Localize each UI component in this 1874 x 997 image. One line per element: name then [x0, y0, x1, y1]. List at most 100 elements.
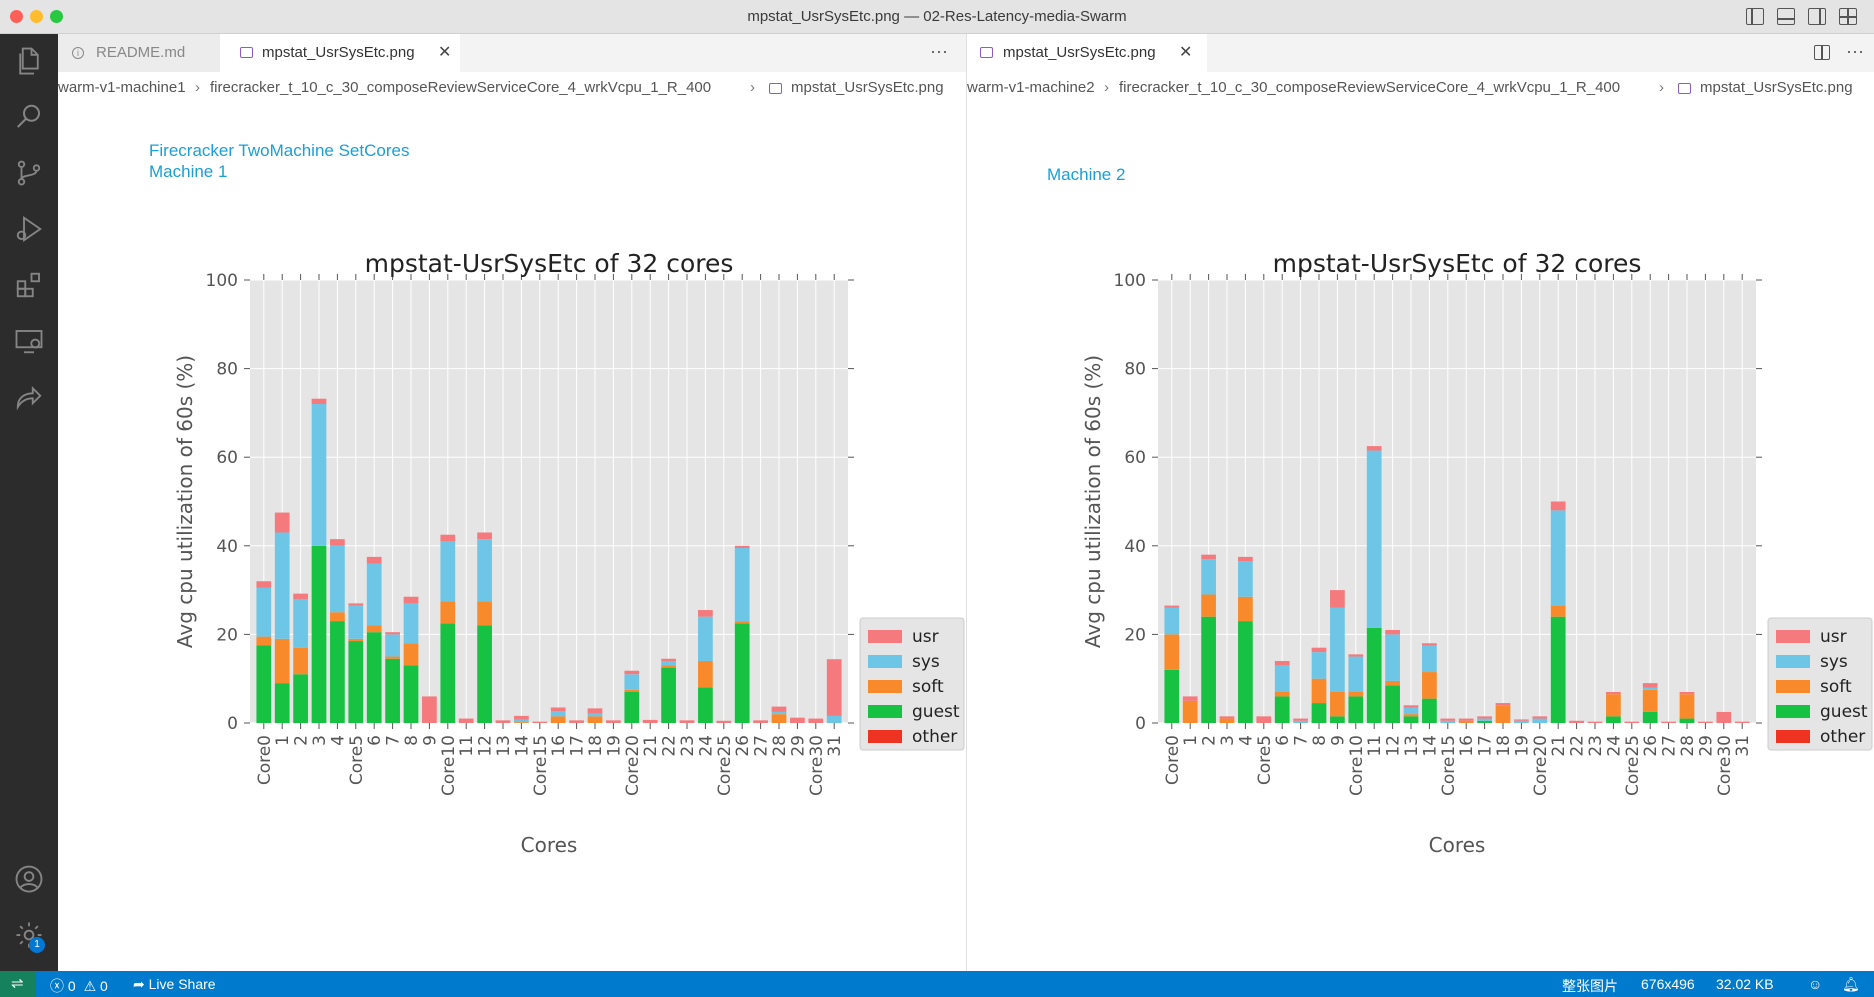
- close-icon[interactable]: ✕: [438, 44, 452, 61]
- x-tick-label: Core15: [1439, 735, 1459, 796]
- x-tick-label: 27: [1660, 735, 1680, 757]
- account-icon[interactable]: [14, 864, 44, 894]
- run-debug-icon[interactable]: [14, 214, 44, 244]
- bar-segment-usr: [330, 539, 345, 546]
- tab-readme[interactable]: i README.md: [58, 34, 220, 72]
- toggle-secondary-sidebar-icon[interactable]: [1808, 8, 1826, 25]
- editor-split-divider[interactable]: [966, 34, 967, 971]
- y-axis-label: Avg cpu utilization of 60s (%): [173, 355, 197, 648]
- x-tick-label: 12: [1384, 735, 1404, 757]
- search-icon[interactable]: [14, 102, 44, 132]
- bar-segment-guest: [1311, 703, 1327, 723]
- breadcrumb-folder[interactable]: firecracker_t_10_c_30_composeReviewServi…: [1119, 79, 1621, 96]
- split-editor-icon[interactable]: [1814, 45, 1830, 60]
- x-tick-label: Core0: [1163, 735, 1183, 785]
- bar-segment-sys: [348, 605, 364, 639]
- bar-segment-soft: [348, 638, 364, 642]
- y-tick-label: 40: [216, 537, 238, 557]
- extensions-icon[interactable]: [14, 270, 44, 300]
- x-tick-label: 1: [273, 735, 293, 746]
- bar-segment-guest: [1403, 716, 1419, 723]
- bar-segment-sys: [403, 603, 419, 644]
- bar-segment-sys: [477, 539, 492, 602]
- live-share-label: Live Share: [148, 976, 216, 992]
- image-dimensions: 676x496: [1641, 976, 1695, 992]
- close-window-button[interactable]: [10, 10, 23, 23]
- tab-mpstat-image[interactable]: mpstat_UsrSysEtc.png ✕: [967, 34, 1207, 72]
- bar-segment-usr: [679, 720, 695, 723]
- bar-segment-soft: [698, 660, 713, 688]
- bar-segment-guest: [274, 683, 290, 723]
- bar-segment-usr: [753, 720, 768, 723]
- bar-segment-usr: [1661, 721, 1676, 723]
- bar-segment-usr: [1716, 711, 1732, 723]
- breadcrumb-file[interactable]: mpstat_UsrSysEtc.png: [791, 79, 944, 96]
- x-tick-label: 19: [604, 735, 624, 757]
- customize-layout-icon[interactable]: [1839, 8, 1857, 25]
- bar-segment-sys: [624, 674, 640, 690]
- bar-segment-sys: [698, 616, 713, 661]
- more-actions-button[interactable]: ···: [1846, 41, 1864, 61]
- x-tick-label: 27: [752, 735, 772, 757]
- x-tick-label: 7: [384, 735, 404, 746]
- remote-indicator[interactable]: ⇌: [0, 971, 36, 997]
- bar-segment-usr: [1734, 721, 1750, 723]
- problems-status[interactable]: ⓧ 0 ⚠ 0: [50, 976, 108, 996]
- more-actions-button[interactable]: ···: [930, 41, 948, 61]
- live-share-status[interactable]: ➦ Live Share: [133, 976, 216, 993]
- bar-segment-usr: [1182, 696, 1198, 701]
- toggle-primary-sidebar-icon[interactable]: [1746, 8, 1764, 25]
- remote-explorer-icon[interactable]: [14, 326, 44, 356]
- image-zoom-mode[interactable]: 整张图片: [1562, 978, 1618, 994]
- bar-segment-sys: [293, 598, 308, 648]
- x-tick-label: 23: [678, 735, 698, 757]
- source-control-icon[interactable]: [14, 158, 44, 188]
- x-tick-label: 13: [494, 735, 514, 757]
- bar-segment-guest: [440, 623, 456, 723]
- legend-label: guest: [912, 702, 960, 722]
- bar-segment-sys: [734, 548, 750, 622]
- minimize-window-button[interactable]: [30, 10, 43, 23]
- bar-segment-usr: [1330, 590, 1345, 608]
- close-icon[interactable]: ✕: [1179, 44, 1193, 61]
- image-file-icon: [980, 47, 993, 58]
- x-tick-label: 7: [1292, 735, 1312, 746]
- bar-segment-usr: [1550, 501, 1566, 511]
- x-tick-label: 18: [1494, 735, 1514, 757]
- settings-gear-icon[interactable]: 1: [14, 920, 45, 953]
- bar-segment-sys: [256, 587, 272, 637]
- bar-segment-soft: [514, 722, 529, 723]
- x-tick-label: 16: [549, 735, 569, 757]
- bar-segment-sys: [1164, 607, 1180, 635]
- notifications-bell-icon[interactable]: 🔔︎: [1842, 976, 1860, 992]
- x-tick-label: 21: [641, 735, 661, 757]
- explorer-icon[interactable]: [14, 46, 44, 76]
- x-tick-label: 8: [402, 735, 422, 746]
- x-tick-label: 28: [770, 735, 790, 757]
- bar-segment-soft: [1495, 705, 1511, 723]
- toggle-panel-icon[interactable]: [1777, 8, 1795, 25]
- x-tick-label: Core25: [715, 735, 735, 796]
- breadcrumb-file[interactable]: mpstat_UsrSysEtc.png: [1700, 79, 1853, 96]
- y-tick-label: 60: [216, 448, 238, 468]
- breadcrumb-folder[interactable]: firecracker_t_10_c_30_composeReviewServi…: [210, 79, 712, 96]
- x-tick-label: 11: [457, 735, 477, 757]
- breadcrumb-folder[interactable]: warm-v1-machine2: [967, 79, 1095, 96]
- bar-segment-usr: [1440, 718, 1456, 721]
- bar-segment-usr: [1403, 705, 1419, 708]
- bar-segment-soft: [550, 716, 566, 723]
- bar-segment-guest: [1642, 711, 1658, 723]
- chevron-right-icon: ›: [750, 79, 755, 96]
- breadcrumb-folder[interactable]: warm-v1-machine1: [58, 79, 186, 96]
- bar-segment-soft: [293, 647, 308, 675]
- maximize-window-button[interactable]: [50, 10, 63, 23]
- live-share-icon[interactable]: [14, 382, 44, 412]
- tab-mpstat-image[interactable]: mpstat_UsrSysEtc.png ✕: [220, 34, 460, 72]
- error-icon: ⓧ: [50, 978, 64, 994]
- feedback-icon[interactable]: ☺: [1808, 976, 1823, 992]
- x-tick-label: Core30: [1715, 735, 1735, 796]
- bar-segment-usr: [1458, 718, 1474, 721]
- bar-segment-usr: [1422, 643, 1437, 646]
- bar-segment-soft: [1422, 672, 1437, 699]
- x-tick-label: 31: [1733, 735, 1753, 757]
